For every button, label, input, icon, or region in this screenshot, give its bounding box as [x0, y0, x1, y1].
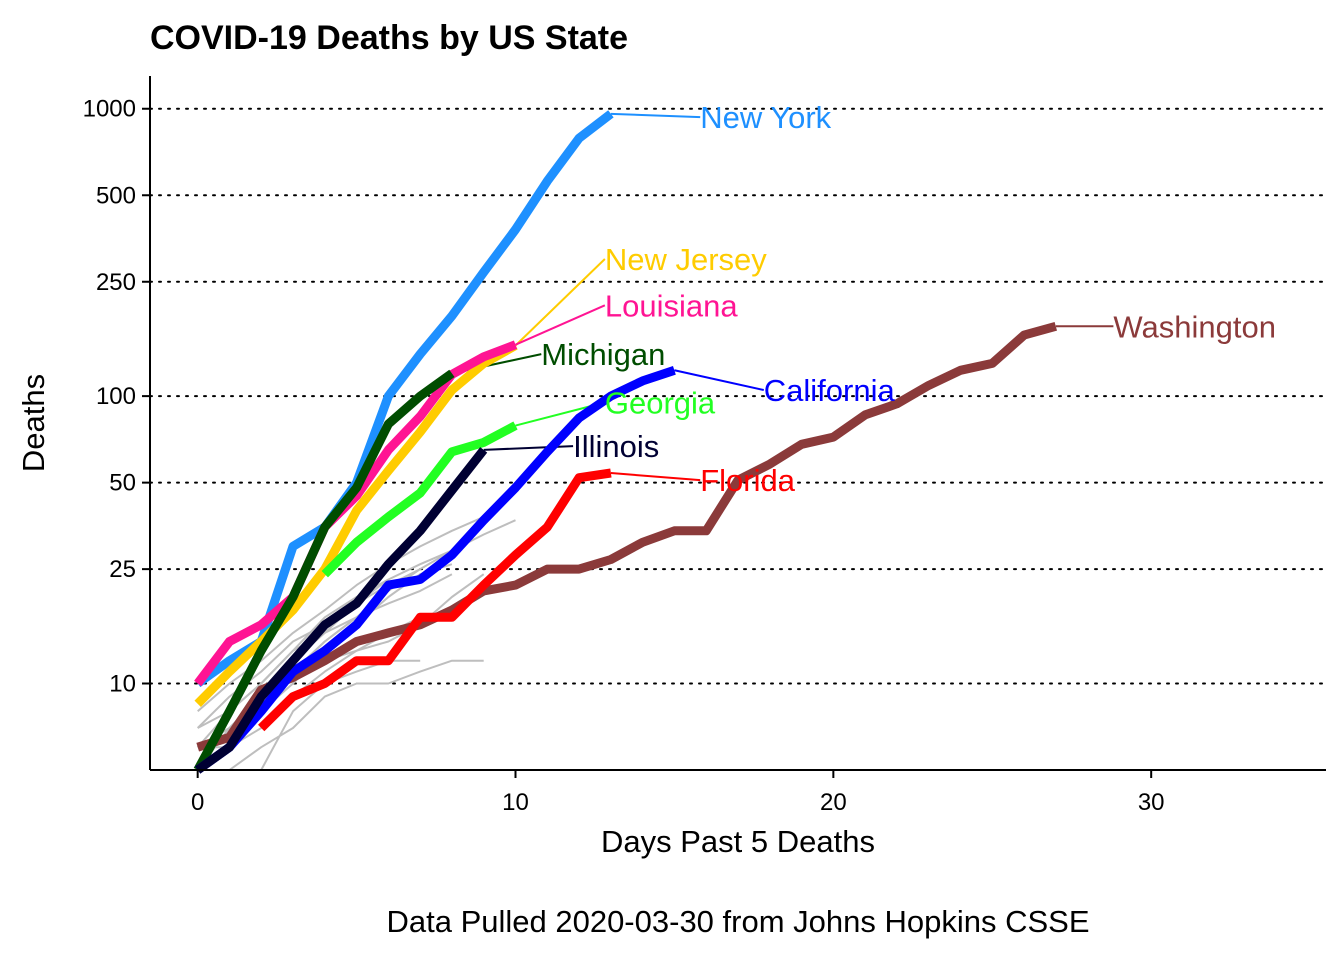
- series-label-new-jersey: New Jersey: [605, 242, 767, 277]
- series-label-california: California: [764, 373, 896, 408]
- series-label-new-york: New York: [700, 100, 831, 135]
- series-line-georgia: [321, 421, 518, 578]
- series-line-california: [195, 366, 676, 774]
- y-tick-label: 250: [96, 269, 136, 296]
- series-line-washington: [196, 321, 1058, 752]
- leader-line-illinois: [483, 445, 574, 451]
- x-tick-label: 0: [191, 789, 204, 816]
- x-tick-label: 30: [1138, 789, 1165, 816]
- chart-title: COVID-19 Deaths by US State: [150, 19, 628, 57]
- series-label-georgia: Georgia: [605, 386, 716, 421]
- series-line-florida: [258, 468, 612, 732]
- leader-line-florida: [610, 472, 701, 482]
- y-axis-label: Deaths: [16, 374, 51, 472]
- background-series-line: [196, 573, 453, 748]
- x-axis-label: Days Past 5 Deaths: [601, 824, 875, 859]
- y-tick-label: 1000: [83, 96, 136, 123]
- y-tick-label: 500: [96, 182, 136, 209]
- chart-caption: Data Pulled 2020-03-30 from Johns Hopkin…: [386, 904, 1089, 939]
- leader-line-new-jersey: [514, 258, 606, 347]
- series-label-washington: Washington: [1113, 309, 1276, 344]
- x-tick-label: 20: [820, 789, 847, 816]
- y-tick-label: 100: [96, 383, 136, 410]
- y-tick-label: 10: [109, 670, 136, 697]
- gridlines: [149, 107, 1327, 685]
- leader-line-new-york: [610, 112, 701, 119]
- series-label-florida: Florida: [700, 463, 796, 498]
- background-series-line: [197, 659, 484, 771]
- leader-line-louisiana: [515, 304, 606, 346]
- series-labels: Washington New York New Jersey Louisiana Mic…: [541, 100, 1276, 498]
- series-line-michigan: [193, 369, 455, 773]
- y-tick-label: 50: [109, 470, 136, 497]
- series-label-illinois: Illinois: [573, 429, 659, 464]
- x-tick-label: 10: [502, 789, 529, 816]
- y-tick-label: 25: [109, 556, 136, 583]
- x-ticks: 0 10 20 30: [191, 770, 1165, 816]
- series-line-new-jersey: [194, 341, 518, 707]
- leader-line-california: [674, 369, 764, 392]
- y-ticks: 10 25 50 100 250 500 1000: [83, 96, 150, 697]
- highlighted-series: [193, 110, 1058, 774]
- series-label-louisiana: Louisiana: [605, 288, 738, 323]
- series-label-michigan: Michigan: [541, 337, 665, 372]
- axes: [149, 76, 1326, 771]
- series-line-louisiana: [194, 340, 518, 687]
- series-line-illinois: [195, 447, 488, 774]
